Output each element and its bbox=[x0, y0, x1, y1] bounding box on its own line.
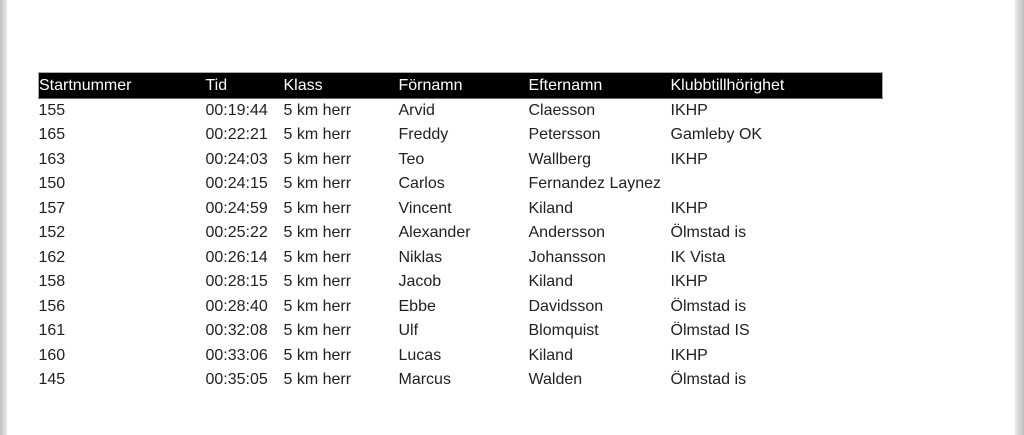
results-table: Startnummer Tid Klass Förnamn Efternamn … bbox=[38, 72, 883, 393]
table-row: 150 00:24:15 5 km herr Carlos Fernandez … bbox=[39, 172, 883, 197]
table-row: 145 00:35:05 5 km herr Marcus Walden Ölm… bbox=[39, 368, 883, 393]
column-header-efternamn: Efternamn bbox=[528, 72, 671, 99]
cell-startnummer: 158 bbox=[38, 273, 66, 291]
cell-efternamn: Andersson bbox=[528, 224, 606, 242]
header-row: Startnummer Tid Klass Förnamn Efternamn … bbox=[38, 72, 883, 99]
cell-klubbtillhorighet: Ölmstad is bbox=[670, 224, 747, 242]
cell-klass: 5 km herr bbox=[283, 371, 352, 389]
table-row: 163 00:24:03 5 km herr Teo Wallberg IKHP bbox=[39, 148, 883, 173]
cell-tid: 00:24:03 bbox=[205, 150, 268, 168]
cell-tid: 00:26:14 bbox=[205, 248, 268, 266]
cell-startnummer: 165 bbox=[38, 126, 66, 144]
cell-klubbtillhorighet: IKHP bbox=[670, 102, 708, 119]
cell-efternamn: Walden bbox=[528, 371, 583, 389]
cell-efternamn: Fernandez Laynez bbox=[528, 175, 662, 193]
cell-fornamn: Lucas bbox=[398, 346, 442, 364]
cell-startnummer: 157 bbox=[38, 199, 66, 217]
cell-klubbtillhorighet: IKHP bbox=[670, 199, 708, 217]
cell-klass: 5 km herr bbox=[283, 102, 352, 119]
cell-klubbtillhorighet bbox=[671, 172, 883, 197]
cell-efternamn: Blomquist bbox=[528, 322, 599, 340]
cell-fornamn: Marcus bbox=[398, 371, 451, 389]
cell-tid: 00:19:44 bbox=[205, 102, 268, 119]
cell-klass: 5 km herr bbox=[283, 297, 352, 315]
cell-efternamn: Johansson bbox=[528, 248, 606, 266]
table-row: 156 00:28:40 5 km herr Ebbe Davidsson Öl… bbox=[39, 295, 883, 320]
column-header-klass: Klass bbox=[283, 72, 399, 99]
cell-startnummer: 155 bbox=[38, 102, 66, 119]
cell-fornamn: Vincent bbox=[398, 199, 452, 217]
cell-efternamn: Kiland bbox=[528, 199, 573, 217]
cell-klass: 5 km herr bbox=[283, 346, 352, 364]
cell-startnummer: 156 bbox=[38, 297, 66, 315]
table-row: 157 00:24:59 5 km herr Vincent Kiland IK… bbox=[39, 197, 883, 222]
left-edge-strip bbox=[0, 0, 7, 435]
cell-fornamn: Ebbe bbox=[398, 297, 436, 315]
cell-efternamn: Claesson bbox=[528, 102, 596, 119]
cell-fornamn: Arvid bbox=[398, 102, 435, 119]
cell-klass: 5 km herr bbox=[283, 322, 352, 340]
column-header-tid: Tid bbox=[205, 72, 284, 99]
cell-klubbtillhorighet: IKHP bbox=[670, 346, 708, 364]
cell-efternamn: Davidsson bbox=[528, 297, 604, 315]
table-row: 158 00:28:15 5 km herr Jacob Kiland IKHP bbox=[39, 270, 883, 295]
cell-klass: 5 km herr bbox=[283, 199, 352, 217]
column-header-startnummer: Startnummer bbox=[38, 72, 206, 99]
cell-fornamn: Ulf bbox=[398, 322, 419, 340]
cell-startnummer: 163 bbox=[38, 150, 66, 168]
cell-startnummer: 150 bbox=[38, 175, 66, 193]
cell-startnummer: 162 bbox=[38, 248, 66, 266]
cell-tid: 00:33:06 bbox=[205, 346, 268, 364]
cell-fornamn: Teo bbox=[398, 150, 425, 168]
cell-klubbtillhorighet: Gamleby OK bbox=[670, 126, 763, 144]
cell-efternamn: Kiland bbox=[528, 273, 573, 291]
table-row: 161 00:32:08 5 km herr Ulf Blomquist Ölm… bbox=[39, 319, 883, 344]
cell-fornamn: Alexander bbox=[398, 224, 471, 242]
cell-tid: 00:25:22 bbox=[205, 224, 268, 242]
cell-tid: 00:32:08 bbox=[205, 322, 268, 340]
column-header-fornamn: Förnamn bbox=[398, 72, 529, 99]
cell-klubbtillhorighet: Ölmstad IS bbox=[670, 322, 750, 340]
cell-efternamn: Kiland bbox=[528, 346, 573, 364]
cell-startnummer: 160 bbox=[38, 346, 66, 364]
cell-tid: 00:22:21 bbox=[205, 126, 268, 144]
cell-klass: 5 km herr bbox=[283, 150, 352, 168]
cell-klubbtillhorighet: IKHP bbox=[670, 150, 708, 168]
cell-klass: 5 km herr bbox=[283, 126, 352, 144]
cell-startnummer: 145 bbox=[38, 371, 66, 389]
cell-fornamn: Freddy bbox=[398, 126, 449, 144]
cell-tid: 00:24:15 bbox=[205, 175, 268, 193]
cell-startnummer: 152 bbox=[38, 224, 66, 242]
cell-klubbtillhorighet: Ölmstad is bbox=[670, 371, 747, 389]
table-body: 155 00:19:44 5 km herr Arvid Claesson IK… bbox=[39, 99, 883, 393]
cell-klubbtillhorighet: IK Vista bbox=[670, 248, 726, 266]
cell-efternamn: Wallberg bbox=[528, 150, 592, 168]
cell-fornamn: Niklas bbox=[398, 248, 443, 266]
cell-efternamn: Petersson bbox=[528, 126, 601, 144]
cell-fornamn: Carlos bbox=[398, 175, 445, 193]
cell-klass: 5 km herr bbox=[283, 248, 352, 266]
table-row: 162 00:26:14 5 km herr Niklas Johansson … bbox=[39, 246, 883, 271]
cell-fornamn: Jacob bbox=[398, 273, 442, 291]
column-header-klubbtillhorighet: Klubbtillhörighet bbox=[670, 72, 883, 99]
cell-tid: 00:35:05 bbox=[205, 371, 268, 389]
cell-startnummer: 161 bbox=[38, 322, 66, 340]
table-row: 165 00:22:21 5 km herr Freddy Petersson … bbox=[39, 123, 883, 148]
table-row: 152 00:25:22 5 km herr Alexander Anderss… bbox=[39, 221, 883, 246]
cell-klubbtillhorighet: Ölmstad is bbox=[670, 297, 747, 315]
cell-klubbtillhorighet: IKHP bbox=[670, 273, 708, 291]
table-row: 155 00:19:44 5 km herr Arvid Claesson IK… bbox=[39, 99, 883, 124]
cell-tid: 00:28:40 bbox=[205, 297, 268, 315]
cell-tid: 00:28:15 bbox=[205, 273, 268, 291]
cell-tid: 00:24:59 bbox=[205, 199, 268, 217]
right-edge-strip bbox=[1015, 0, 1024, 435]
cell-klass: 5 km herr bbox=[283, 175, 352, 193]
cell-klass: 5 km herr bbox=[283, 224, 352, 242]
table-row: 160 00:33:06 5 km herr Lucas Kiland IKHP bbox=[39, 344, 883, 369]
cell-klass: 5 km herr bbox=[283, 273, 352, 291]
